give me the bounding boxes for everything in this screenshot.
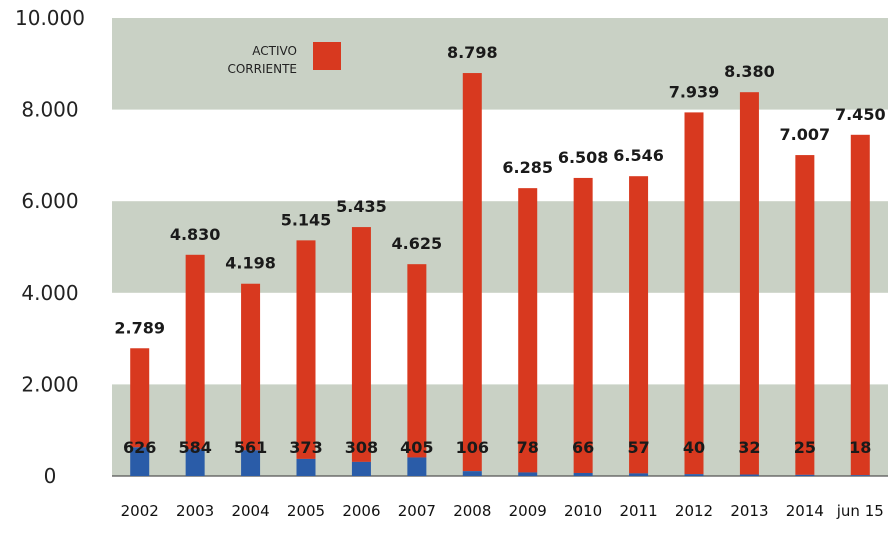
- total-value-label: 8.380: [724, 62, 775, 81]
- y-axis-ticks: 0 2.000 4.000 6.000 8.000 10.000: [15, 6, 85, 488]
- category-label: 2011: [619, 502, 657, 520]
- small-value-label: 405: [400, 438, 433, 457]
- bar-activo-corriente: [462, 73, 482, 472]
- bar-lower-segment: [629, 473, 649, 476]
- small-value-label: 561: [234, 438, 267, 457]
- bars: [130, 73, 870, 476]
- bar-lower-segment: [296, 458, 316, 476]
- bar-lower-segment: [462, 471, 482, 476]
- total-value-label: 4.830: [170, 225, 221, 244]
- total-value-label: 4.625: [392, 234, 443, 253]
- bar-activo-corriente: [739, 92, 759, 475]
- bar-lower-segment: [850, 475, 870, 476]
- legend-swatch: [313, 42, 341, 70]
- legend-label-line2: CORRIENTE: [227, 62, 297, 76]
- y-tick-label: 0: [44, 464, 57, 488]
- bar-activo-corriente: [573, 177, 593, 473]
- total-value-label: 6.546: [613, 146, 664, 165]
- category-label: 2014: [786, 502, 824, 520]
- bar-activo-corriente: [629, 176, 649, 474]
- small-value-label: 18: [849, 438, 871, 457]
- category-label: 2002: [121, 502, 159, 520]
- total-value-label: 5.145: [281, 210, 332, 229]
- total-value-label: 4.198: [225, 254, 276, 273]
- bar-lower-segment: [684, 474, 704, 476]
- category-label: 2005: [287, 502, 325, 520]
- bar-activo-corriente: [351, 227, 371, 462]
- bar-activo-corriente: [185, 254, 205, 450]
- category-label: 2006: [342, 502, 380, 520]
- category-label: 2013: [730, 502, 768, 520]
- bar-lower-segment: [573, 472, 593, 476]
- bar-lower-segment: [351, 461, 371, 476]
- bar-lower-segment: [241, 450, 261, 476]
- total-value-label: 5.435: [336, 197, 387, 216]
- bar-activo-corriente: [850, 134, 870, 476]
- y-tick-label: 10.000: [15, 6, 85, 30]
- bar-lower-segment: [739, 474, 759, 476]
- grid-band: [112, 201, 888, 293]
- category-labels: 2002 2003 2004 2005 2006 2007 2008 2009 2010 2011…: [121, 502, 884, 520]
- total-value-label: 6.508: [558, 148, 609, 167]
- bar-lower-segment: [518, 472, 538, 476]
- small-value-label: 373: [289, 438, 322, 457]
- small-value-label: 40: [683, 438, 705, 457]
- category-label: 2007: [398, 502, 436, 520]
- small-value-label: 32: [738, 438, 760, 457]
- bar-activo-corriente: [296, 240, 316, 459]
- bar-activo-corriente: [130, 348, 150, 448]
- bar-activo-corriente: [518, 188, 538, 473]
- total-value-label: 7.939: [669, 82, 720, 101]
- y-tick-label: 6.000: [21, 189, 78, 213]
- category-label: 2003: [176, 502, 214, 520]
- y-tick-label: 4.000: [21, 281, 78, 305]
- category-label: 2012: [675, 502, 713, 520]
- small-value-label: 106: [456, 438, 489, 457]
- small-value-label: 66: [572, 438, 594, 457]
- small-value-label: 308: [345, 438, 378, 457]
- legend-label-line1: ACTIVO: [252, 44, 297, 58]
- y-tick-label: 2.000: [21, 372, 78, 396]
- small-value-label: 584: [178, 438, 211, 457]
- total-value-label: 7.007: [780, 125, 831, 144]
- total-value-label: 6.285: [502, 158, 553, 177]
- grid-bands: [112, 18, 888, 476]
- bar-lower-segment: [407, 457, 427, 476]
- bar-activo-corriente: [407, 264, 427, 458]
- category-label: jun 15: [836, 502, 884, 520]
- small-value-label: 78: [517, 438, 539, 457]
- category-label: 2009: [509, 502, 547, 520]
- bar-activo-corriente: [684, 112, 704, 475]
- small-value-label: 57: [627, 438, 649, 457]
- grid-band: [112, 384, 888, 476]
- bar-lower-segment: [795, 474, 815, 476]
- total-value-label: 2.789: [114, 318, 165, 337]
- bar-lower-segment: [130, 447, 150, 476]
- bar-lower-segment: [185, 449, 205, 476]
- category-label: 2010: [564, 502, 602, 520]
- y-tick-label: 8.000: [21, 98, 78, 122]
- legend: ACTIVO CORRIENTE: [227, 42, 341, 76]
- total-value-label: 7.450: [835, 105, 886, 124]
- bar-activo-corriente: [241, 283, 261, 451]
- small-value-labels: 626 584 561 373 308 405 106 78 66 57 40 32 25 18: [123, 438, 871, 457]
- small-value-label: 626: [123, 438, 156, 457]
- small-value-label: 25: [794, 438, 816, 457]
- total-value-label: 8.798: [447, 43, 498, 62]
- category-label: 2008: [453, 502, 491, 520]
- category-label: 2004: [231, 502, 269, 520]
- bar-activo-corriente: [795, 155, 815, 475]
